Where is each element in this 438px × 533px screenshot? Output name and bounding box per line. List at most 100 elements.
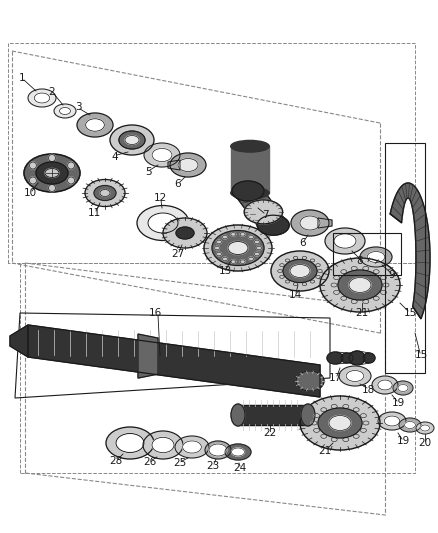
- Ellipse shape: [381, 276, 386, 280]
- Ellipse shape: [331, 438, 337, 441]
- Ellipse shape: [325, 228, 365, 254]
- Ellipse shape: [228, 241, 248, 254]
- Ellipse shape: [343, 438, 349, 441]
- Ellipse shape: [223, 235, 227, 239]
- Polygon shape: [28, 325, 320, 397]
- Ellipse shape: [331, 283, 337, 287]
- Ellipse shape: [232, 181, 264, 201]
- Text: 20: 20: [418, 438, 431, 448]
- Ellipse shape: [77, 113, 113, 137]
- Ellipse shape: [360, 429, 367, 432]
- Ellipse shape: [331, 405, 337, 408]
- Ellipse shape: [318, 408, 362, 438]
- Text: 8: 8: [357, 256, 363, 266]
- Ellipse shape: [363, 266, 369, 270]
- Text: 14: 14: [288, 290, 302, 300]
- Ellipse shape: [378, 412, 406, 430]
- Ellipse shape: [152, 148, 172, 161]
- Ellipse shape: [148, 213, 178, 233]
- Polygon shape: [231, 146, 269, 193]
- Text: 25: 25: [173, 458, 187, 468]
- Text: 11: 11: [87, 208, 101, 218]
- Circle shape: [29, 162, 36, 169]
- Ellipse shape: [231, 187, 269, 199]
- Polygon shape: [10, 325, 28, 357]
- Ellipse shape: [310, 259, 315, 262]
- Ellipse shape: [293, 256, 298, 260]
- Ellipse shape: [314, 429, 320, 432]
- Ellipse shape: [216, 252, 222, 256]
- Ellipse shape: [300, 396, 380, 450]
- Ellipse shape: [316, 264, 320, 266]
- Ellipse shape: [300, 216, 320, 230]
- Ellipse shape: [372, 376, 398, 394]
- Text: 18: 18: [361, 385, 374, 395]
- Ellipse shape: [209, 444, 227, 456]
- Ellipse shape: [280, 264, 284, 266]
- Ellipse shape: [339, 366, 371, 386]
- Ellipse shape: [249, 257, 254, 261]
- Ellipse shape: [351, 266, 357, 270]
- Ellipse shape: [351, 300, 357, 304]
- Ellipse shape: [240, 232, 245, 236]
- Ellipse shape: [341, 296, 347, 300]
- Ellipse shape: [254, 252, 259, 256]
- Ellipse shape: [257, 215, 289, 235]
- Ellipse shape: [170, 153, 206, 177]
- Ellipse shape: [334, 234, 356, 248]
- Ellipse shape: [144, 143, 180, 167]
- Ellipse shape: [110, 125, 154, 155]
- Ellipse shape: [399, 418, 421, 432]
- Ellipse shape: [85, 180, 125, 206]
- Ellipse shape: [205, 441, 231, 459]
- Text: 21: 21: [318, 446, 332, 456]
- Bar: [238, 405, 308, 425]
- Ellipse shape: [106, 427, 154, 459]
- Ellipse shape: [302, 256, 307, 260]
- Ellipse shape: [360, 414, 367, 418]
- Ellipse shape: [285, 280, 290, 283]
- Text: 15: 15: [403, 308, 417, 318]
- Ellipse shape: [321, 408, 327, 411]
- Ellipse shape: [60, 108, 71, 115]
- Ellipse shape: [311, 421, 317, 425]
- Text: 12: 12: [153, 193, 166, 203]
- Ellipse shape: [346, 370, 364, 382]
- Ellipse shape: [119, 131, 145, 149]
- Ellipse shape: [215, 246, 219, 250]
- Ellipse shape: [119, 131, 145, 149]
- Ellipse shape: [393, 381, 413, 395]
- Ellipse shape: [301, 404, 315, 426]
- Text: 16: 16: [148, 308, 162, 318]
- Text: 17: 17: [328, 373, 342, 383]
- Ellipse shape: [329, 416, 351, 431]
- Circle shape: [49, 155, 56, 161]
- Ellipse shape: [285, 259, 290, 262]
- Ellipse shape: [296, 371, 324, 391]
- Ellipse shape: [341, 270, 347, 274]
- Ellipse shape: [363, 353, 375, 363]
- Ellipse shape: [373, 296, 379, 300]
- Text: 22: 22: [263, 428, 277, 438]
- Ellipse shape: [363, 421, 369, 425]
- Ellipse shape: [244, 200, 283, 224]
- Ellipse shape: [45, 168, 59, 177]
- Ellipse shape: [381, 290, 386, 294]
- Ellipse shape: [405, 422, 416, 429]
- Polygon shape: [168, 160, 180, 170]
- Ellipse shape: [152, 437, 174, 453]
- Text: 3: 3: [75, 102, 81, 112]
- Text: 19: 19: [396, 436, 410, 446]
- Ellipse shape: [231, 260, 236, 263]
- Ellipse shape: [349, 278, 371, 293]
- Ellipse shape: [310, 280, 315, 283]
- Polygon shape: [390, 183, 430, 319]
- Ellipse shape: [334, 290, 339, 294]
- Ellipse shape: [54, 104, 76, 118]
- Text: 9: 9: [389, 270, 396, 280]
- Ellipse shape: [24, 154, 80, 192]
- Ellipse shape: [291, 210, 329, 236]
- Ellipse shape: [327, 352, 343, 364]
- Circle shape: [67, 162, 74, 169]
- Ellipse shape: [94, 185, 116, 200]
